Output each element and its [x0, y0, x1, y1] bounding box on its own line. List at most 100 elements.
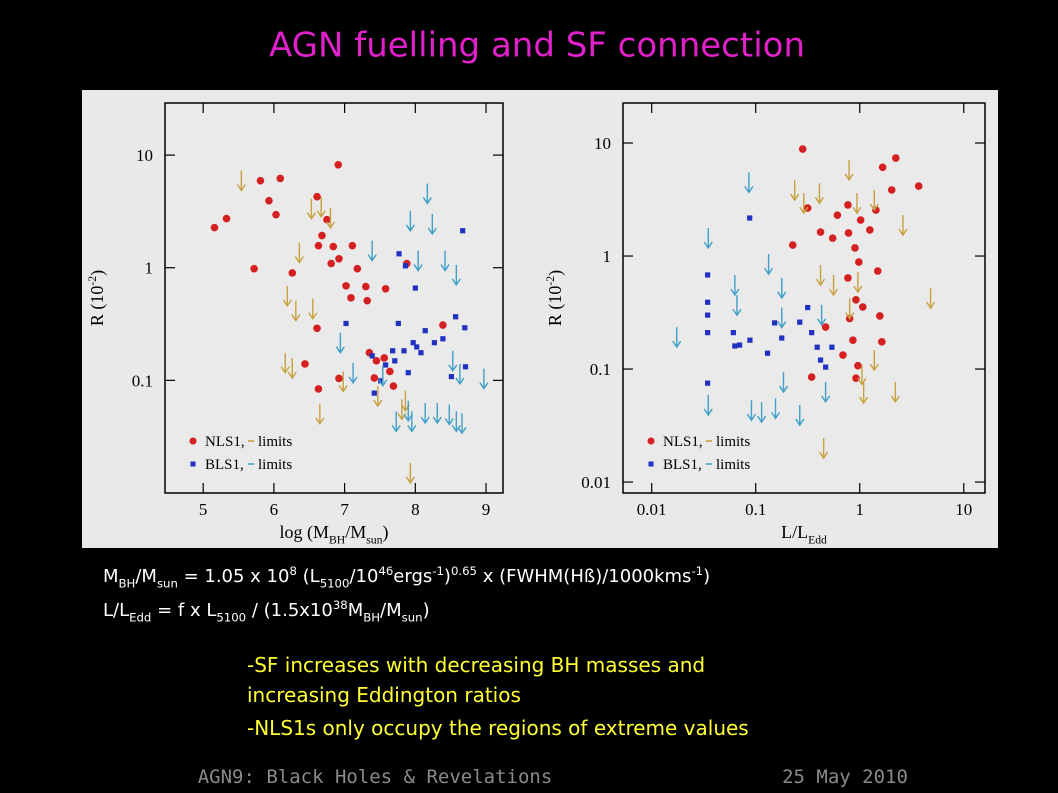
point [814, 344, 820, 350]
upper-limit [672, 327, 682, 349]
text-part: M [348, 600, 364, 621]
legend-marker [190, 461, 196, 467]
upper-limit [422, 183, 432, 205]
upper-limit [405, 462, 415, 485]
point [342, 282, 350, 290]
point [844, 201, 852, 209]
text-part: BH [119, 576, 136, 590]
point [873, 267, 882, 275]
text-part: R (10 [87, 286, 108, 327]
point [878, 338, 886, 346]
upper-limit [373, 386, 383, 408]
legend-label: NLS1, [663, 434, 703, 450]
upper-limit [407, 411, 417, 433]
point [362, 282, 370, 291]
point [323, 215, 331, 224]
point [823, 364, 829, 370]
point [381, 284, 390, 293]
point [914, 182, 923, 190]
point [730, 330, 736, 336]
x-tick-label: 9 [482, 500, 491, 519]
point [788, 241, 797, 249]
upper-limit [280, 352, 290, 374]
point [210, 223, 219, 232]
point [807, 373, 816, 381]
point [828, 234, 837, 242]
legend-label: BLS1, [663, 457, 702, 473]
point [747, 215, 753, 221]
formula: L/LEdd = f x L5100 / (1.5x1038MBH/Msun) [103, 598, 430, 625]
point [798, 145, 807, 153]
point [383, 362, 389, 368]
upper-limit [432, 402, 442, 425]
point [369, 353, 375, 359]
slide-title: AGN fuelling and SF connection [269, 26, 805, 66]
point [736, 342, 743, 348]
upper-limit [778, 372, 789, 394]
text-part: 38 [333, 598, 348, 612]
upper-limit [814, 183, 825, 205]
point [265, 196, 273, 205]
bullet-text: -SF increases with decreasing BH masses … [247, 653, 705, 677]
upper-limit [405, 210, 415, 233]
point [371, 390, 377, 396]
upper-limit [857, 364, 867, 386]
upper-limit [844, 159, 854, 182]
y-tick-label: 0.1 [590, 360, 611, 379]
point [390, 348, 396, 354]
upper-limit [869, 189, 879, 212]
upper-limit [852, 193, 862, 215]
text-part: sun [157, 576, 178, 590]
text-part: ) [383, 522, 389, 543]
point [829, 344, 835, 350]
upper-limit [817, 304, 827, 327]
point [772, 320, 778, 326]
point [370, 374, 379, 382]
upper-limit [315, 403, 325, 426]
text-part: Edd [129, 610, 151, 624]
upper-limit [799, 193, 809, 215]
upper-limit [236, 170, 246, 192]
point [821, 323, 830, 331]
upper-limit [413, 250, 423, 272]
point [288, 269, 297, 277]
point [392, 358, 398, 364]
upper-limit [325, 207, 336, 230]
upper-limit [764, 254, 774, 276]
upper-limit [821, 381, 831, 404]
text-part: / (1.5x10 [246, 600, 333, 621]
point [414, 344, 420, 350]
upper-limit [451, 411, 461, 433]
point [462, 325, 468, 331]
point [431, 340, 438, 346]
point [395, 320, 401, 327]
point [378, 378, 384, 384]
point [335, 374, 343, 383]
upper-limit [378, 365, 388, 387]
upper-limit [703, 394, 713, 417]
upper-limit [890, 381, 900, 404]
text-part: /M [380, 600, 402, 621]
point [250, 264, 258, 273]
point [839, 351, 847, 359]
upper-limit [420, 402, 430, 425]
text-part: ) [545, 270, 566, 276]
legend-label: limits [716, 434, 750, 450]
text-part: -2 [544, 276, 557, 286]
point [401, 348, 407, 354]
text-part: (L [297, 566, 320, 587]
point [878, 163, 887, 172]
point [705, 330, 711, 336]
point [805, 304, 811, 311]
point [363, 296, 372, 305]
point [348, 241, 357, 250]
x-tick-label: 8 [411, 500, 420, 519]
upper-limit [479, 368, 489, 390]
upper-limit [926, 288, 936, 310]
y-tick-label: 10 [136, 146, 153, 165]
point [313, 192, 321, 201]
text-part: 0.65 [451, 564, 477, 578]
text-part: BH [329, 533, 346, 546]
text-part: 8 [289, 564, 296, 578]
